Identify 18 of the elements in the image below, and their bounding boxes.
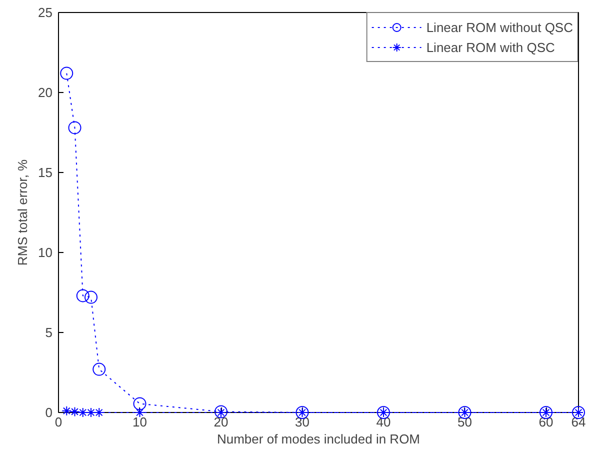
y-tick-label: 0 — [45, 405, 53, 420]
x-tick-label: 64 — [571, 414, 586, 430]
y-tick-label: 25 — [38, 5, 53, 20]
legend-label: Linear ROM without QSC — [426, 20, 573, 34]
x-axis-title: Number of modes included in ROM — [216, 432, 420, 446]
x-tick-label: 30 — [295, 414, 310, 430]
y-tick-label: 5 — [45, 325, 53, 340]
y-tick-label: 15 — [38, 165, 53, 180]
x-tick-label: 10 — [132, 414, 147, 430]
x-tick-label: 20 — [214, 414, 228, 430]
x-tick-label: 0 — [54, 414, 62, 430]
x-tick-label: 40 — [376, 414, 391, 430]
legend-label: Linear ROM with QSC — [426, 40, 555, 54]
x-tick-label: 60 — [538, 414, 554, 430]
y-tick-label: 10 — [38, 245, 53, 260]
y-tick-label: 20 — [38, 85, 53, 100]
y-axis-title: RMS total error, % — [15, 158, 30, 266]
x-tick-label: 50 — [458, 414, 472, 430]
